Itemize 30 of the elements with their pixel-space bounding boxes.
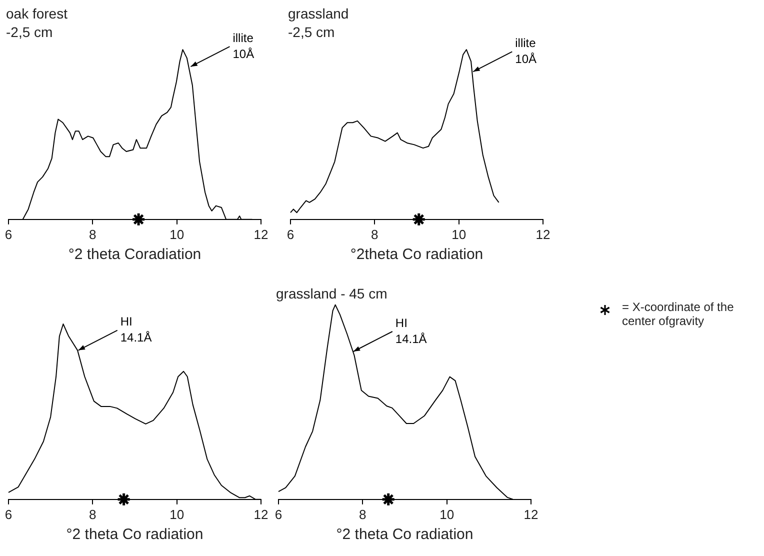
x-tick-label: 6 <box>274 506 282 522</box>
x-tick-label: 10 <box>452 226 466 242</box>
annotation: illite 10Å <box>232 30 254 61</box>
chart-subtitle: -2,5 cm <box>6 24 53 40</box>
x-tick-label: 12 <box>254 226 268 242</box>
x-axis-title: °2 theta Coradiation <box>68 246 202 264</box>
x-tick-label: 10 <box>170 506 184 522</box>
x-tick-label: 8 <box>371 226 378 242</box>
x-tick-label: 12 <box>536 226 550 242</box>
x-tick-label: 10 <box>170 226 184 242</box>
x-tick-label: 12 <box>524 506 538 522</box>
x-tick-label: 12 <box>254 506 268 522</box>
x-tick-label: 10 <box>440 506 454 522</box>
chart-title: grassland <box>288 5 349 22</box>
x-axis-title: °2 theta Co radiation <box>336 526 474 544</box>
annotation: HI 14.1Å <box>120 314 152 345</box>
chart-title: grassland - 45 cm <box>276 285 388 302</box>
annotation: HI 14.1Å <box>395 316 427 346</box>
x-axis-title: °2theta Co radiation <box>350 246 484 264</box>
chart-title: oak forest <box>6 5 68 22</box>
text: = X-coordinate of the center ofgravity <box>622 300 735 328</box>
x-tick-label: 8 <box>89 506 96 522</box>
x-tick-label: 8 <box>89 226 96 242</box>
x-axis-title: °2 theta Co radiation <box>66 526 204 544</box>
x-tick-label: 6 <box>4 226 12 242</box>
x-tick-label: 8 <box>359 506 366 522</box>
annotation: illite 10Å <box>515 36 536 66</box>
chart-subtitle: -2,5 cm <box>288 24 335 40</box>
x-tick-label: 6 <box>4 506 12 522</box>
x-tick-label: 6 <box>286 226 294 242</box>
